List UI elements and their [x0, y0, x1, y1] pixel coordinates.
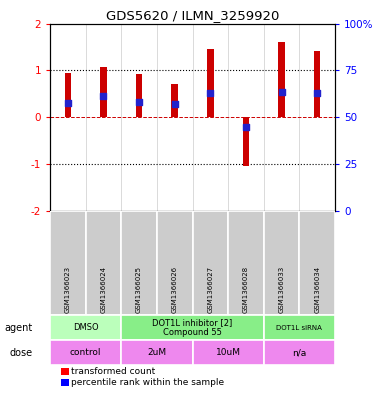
Text: percentile rank within the sample: percentile rank within the sample	[72, 378, 224, 387]
Bar	[207, 50, 214, 117]
Text: GSM1366025: GSM1366025	[136, 266, 142, 313]
Bar	[264, 314, 335, 340]
Bar	[121, 211, 157, 314]
Bar	[171, 84, 178, 117]
Text: GSM1366024: GSM1366024	[100, 266, 107, 313]
Bar	[136, 73, 142, 117]
Bar	[100, 67, 107, 117]
Point	[136, 99, 142, 105]
Point	[243, 123, 249, 130]
Point	[278, 89, 285, 95]
Bar	[192, 211, 228, 314]
Text: DMSO: DMSO	[73, 323, 99, 332]
Point	[100, 93, 107, 99]
Text: control: control	[70, 348, 101, 357]
Bar	[278, 42, 285, 117]
Text: 2uM: 2uM	[147, 348, 166, 357]
Bar	[61, 368, 69, 375]
Text: DOT1L inhibitor [2]
Compound 55: DOT1L inhibitor [2] Compound 55	[152, 318, 233, 337]
Bar	[314, 51, 320, 117]
Text: n/a: n/a	[292, 348, 306, 357]
Text: GSM1366033: GSM1366033	[278, 266, 285, 313]
Bar	[228, 211, 264, 314]
Bar	[85, 211, 121, 314]
Bar	[264, 211, 300, 314]
Bar	[121, 314, 264, 340]
Text: transformed count: transformed count	[72, 367, 156, 376]
Text: GSM1366034: GSM1366034	[314, 266, 320, 313]
Title: GDS5620 / ILMN_3259920: GDS5620 / ILMN_3259920	[106, 9, 279, 22]
Bar	[264, 340, 335, 365]
Text: DOT1L siRNA: DOT1L siRNA	[276, 325, 322, 331]
Text: GSM1366028: GSM1366028	[243, 266, 249, 313]
Point	[314, 90, 320, 96]
Bar	[192, 340, 264, 365]
Text: dose: dose	[9, 348, 32, 358]
Bar	[65, 73, 71, 117]
Bar	[50, 314, 121, 340]
Bar	[50, 211, 85, 314]
Text: GSM1366023: GSM1366023	[65, 266, 71, 313]
Bar	[243, 117, 249, 166]
Text: 10uM: 10uM	[216, 348, 241, 357]
Bar	[61, 379, 69, 386]
Bar	[121, 340, 192, 365]
Point	[172, 101, 178, 107]
Text: GSM1366026: GSM1366026	[172, 266, 178, 313]
Text: agent: agent	[4, 323, 32, 332]
Point	[207, 90, 213, 96]
Bar	[157, 211, 192, 314]
Bar	[50, 340, 121, 365]
Text: GSM1366027: GSM1366027	[207, 266, 213, 313]
Point	[65, 100, 71, 107]
Bar	[300, 211, 335, 314]
